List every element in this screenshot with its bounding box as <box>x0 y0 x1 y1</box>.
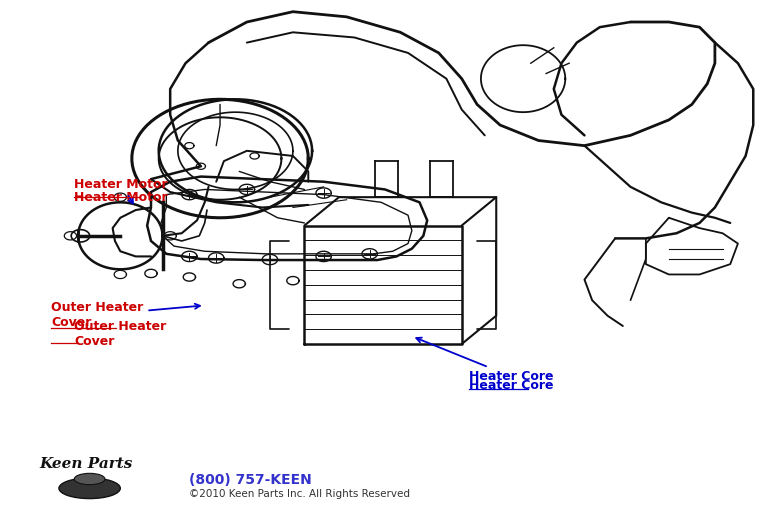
Text: Heater Core: Heater Core <box>470 379 554 392</box>
Text: Heater Core: Heater Core <box>417 338 554 383</box>
Text: Heater Motor: Heater Motor <box>74 178 168 204</box>
Text: Keen Parts: Keen Parts <box>40 457 133 471</box>
Ellipse shape <box>59 478 120 499</box>
Text: ©2010 Keen Parts Inc. All Rights Reserved: ©2010 Keen Parts Inc. All Rights Reserve… <box>189 489 410 499</box>
Text: Heater Motor: Heater Motor <box>74 191 168 204</box>
Text: Outer Heater
Cover: Outer Heater Cover <box>74 320 166 348</box>
Ellipse shape <box>74 473 105 485</box>
Text: (800) 757-KEEN: (800) 757-KEEN <box>189 473 312 487</box>
Text: Outer Heater
Cover: Outer Heater Cover <box>52 301 200 329</box>
